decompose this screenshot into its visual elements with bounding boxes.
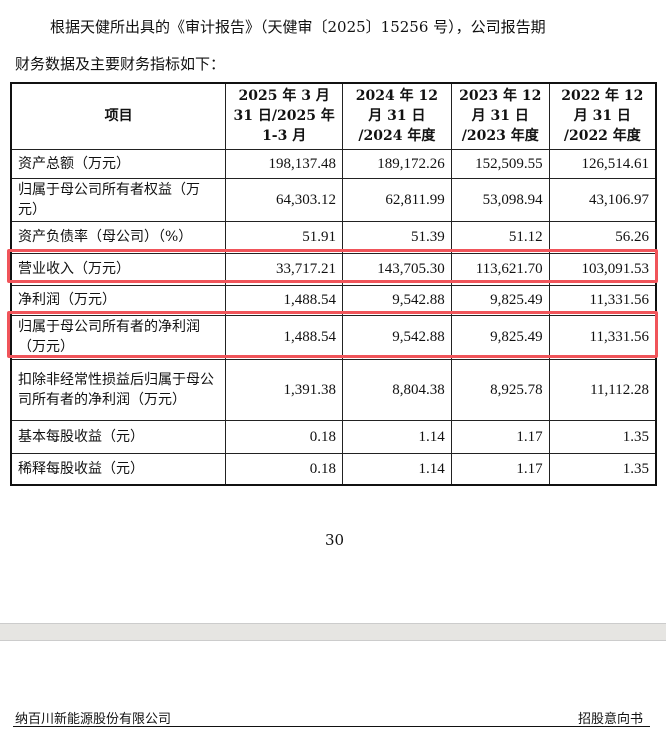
table-row: 归属于母公司所有者权益（万元） 64,303.12 62,811.99 53,098.… xyxy=(10,177,657,222)
row-label: 扣除非经常性损益后归属于母公司所有者的净利润（万元） xyxy=(10,358,227,421)
page-gap xyxy=(0,623,666,641)
table-row: 资产总额（万元） 198,137.48 189,172.26 152,509.55 12… xyxy=(10,148,657,179)
footer-rule xyxy=(13,726,650,727)
row-value: 1.35 xyxy=(548,419,657,454)
row-label: 归属于母公司所有者权益（万元） xyxy=(10,177,227,222)
row-value: 1,488.54 xyxy=(225,284,344,316)
row-value: 1.17 xyxy=(450,419,550,454)
row-value: 152,509.55 xyxy=(450,148,550,179)
financial-table: 项目 2025 年 3 月 31 日/2025 年 1-3 月 2024 年 1… xyxy=(10,82,657,486)
header-2023: 2023 年 12 月 31 日 /2023 年度 xyxy=(450,82,550,150)
row-value: 51.12 xyxy=(450,220,550,254)
row-value: 11,112.28 xyxy=(548,358,657,421)
row-value: 62,811.99 xyxy=(342,177,452,222)
table-row: 基本每股收益（元） 0.18 1.14 1.17 1.35 xyxy=(10,419,657,454)
row-value: 1.14 xyxy=(342,452,452,486)
row-value: 9,825.49 xyxy=(450,314,550,360)
row-label: 资产总额（万元） xyxy=(10,148,227,179)
row-label: 基本每股收益（元） xyxy=(10,419,227,454)
row-value: 0.18 xyxy=(225,452,344,486)
row-value: 11,331.56 xyxy=(548,284,657,316)
row-value: 9,825.49 xyxy=(450,284,550,316)
row-value: 1.14 xyxy=(342,419,452,454)
header-item: 项目 xyxy=(10,82,227,150)
row-value: 1.17 xyxy=(450,452,550,486)
row-label: 归属于母公司所有者的净利润（万元） xyxy=(10,314,227,360)
row-value: 198,137.48 xyxy=(225,148,344,179)
table-row: 净利润（万元） 1,488.54 9,542.88 9,825.49 11,331.56 xyxy=(10,284,657,316)
intro-line-2: 财务数据及主要财务指标如下： xyxy=(15,55,226,73)
row-value: 1.35 xyxy=(548,452,657,486)
row-value: 126,514.61 xyxy=(548,148,657,179)
row-label: 稀释每股收益（元） xyxy=(10,452,227,486)
highlight-box-net-profit-parent xyxy=(7,311,658,358)
row-value: 8,804.38 xyxy=(342,358,452,421)
table-row: 归属于母公司所有者的净利润（万元） 1,488.54 9,542.88 9,825.4… xyxy=(10,314,657,360)
row-value: 0.18 xyxy=(225,419,344,454)
footer-company: 纳百川新能源股份有限公司 xyxy=(15,712,172,727)
row-label: 净利润（万元） xyxy=(10,284,227,316)
row-value: 1,488.54 xyxy=(225,314,344,360)
footer-doc-type: 招股意向书 xyxy=(578,712,644,727)
row-value: 43,106.97 xyxy=(548,177,657,222)
header-2024: 2024 年 12 月 31 日 /2024 年度 xyxy=(342,82,452,150)
table-row: 资产负债率（母公司）（%） 51.91 51.39 51.12 56.26 xyxy=(10,220,657,254)
row-value: 189,172.26 xyxy=(342,148,452,179)
row-value: 11,331.56 xyxy=(548,314,657,360)
row-value: 9,542.88 xyxy=(342,284,452,316)
highlight-box-revenue xyxy=(7,249,658,283)
intro-line-1: 根据天健所出具的《审计报告》（天健审〔2025〕15256 号），公司报告期 xyxy=(50,18,546,36)
table-row: 稀释每股收益（元） 0.18 1.14 1.17 1.35 xyxy=(10,452,657,486)
row-value: 56.26 xyxy=(548,220,657,254)
row-value: 1,391.38 xyxy=(225,358,344,421)
row-value: 64,303.12 xyxy=(225,177,344,222)
row-label: 资产负债率（母公司）（%） xyxy=(10,220,227,254)
header-2022: 2022 年 12 月 31 日 /2022 年度 xyxy=(548,82,657,150)
row-value: 51.91 xyxy=(225,220,344,254)
header-2025q1: 2025 年 3 月 31 日/2025 年 1-3 月 xyxy=(225,82,344,150)
row-value: 53,098.94 xyxy=(450,177,550,222)
row-value: 8,925.78 xyxy=(450,358,550,421)
table-row: 扣除非经常性损益后归属于母公司所有者的净利润（万元） 1,391.38 8,804.… xyxy=(10,358,657,421)
page-number: 30 xyxy=(325,531,345,549)
